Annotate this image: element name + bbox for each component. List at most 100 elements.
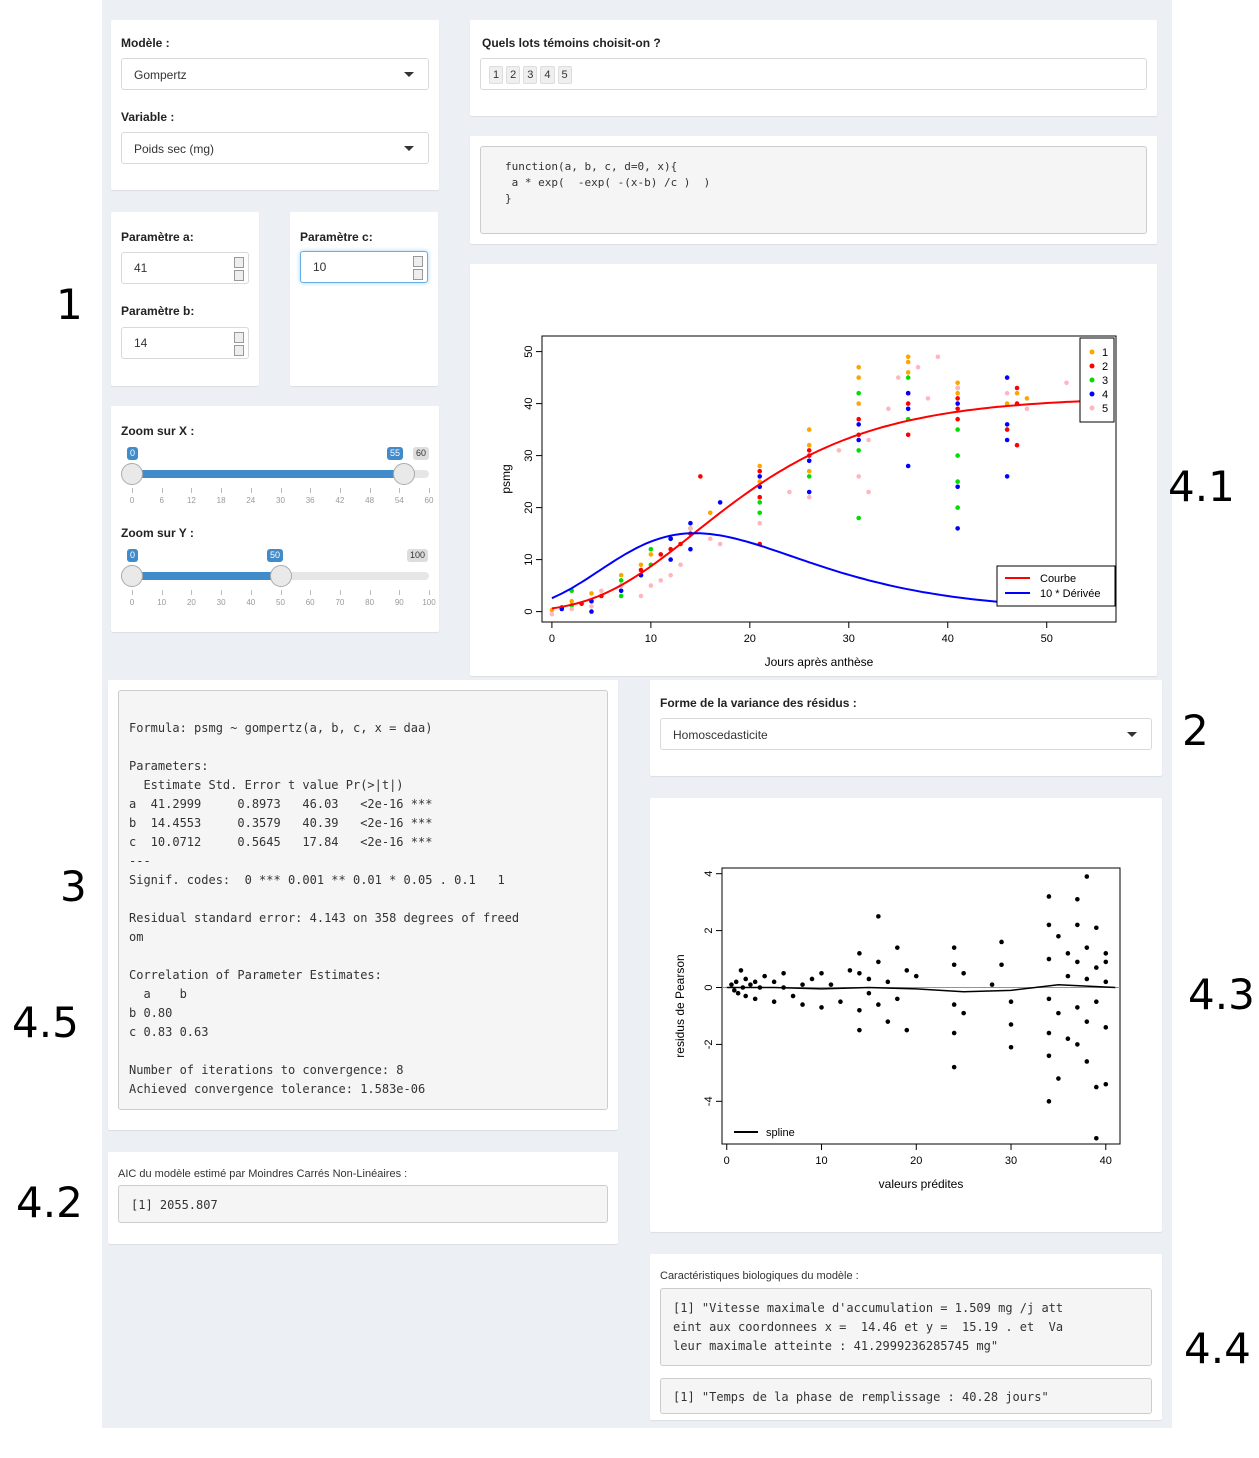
lot-tag[interactable]: 3 <box>523 66 538 84</box>
residual-point <box>857 1007 862 1013</box>
residual-point <box>1046 1053 1052 1059</box>
lot-tag[interactable]: 5 <box>557 66 572 84</box>
params-c-panel: Paramètre c: 10 <box>290 212 438 386</box>
data-point-lot-2 <box>658 552 664 557</box>
annotation-1: 1 <box>56 280 83 329</box>
zoom-x-max-handle[interactable] <box>393 463 416 485</box>
legend-label: spline <box>766 1127 795 1139</box>
residual-point <box>904 968 910 973</box>
data-point-lot-1 <box>638 562 644 568</box>
data-point-lot-5 <box>787 489 792 495</box>
data-point-lot-4 <box>806 489 812 495</box>
residual-point <box>1075 1005 1080 1010</box>
residual-point <box>752 996 758 1002</box>
data-point-lot-4 <box>1004 375 1010 380</box>
lot-tag[interactable]: 2 <box>506 66 521 84</box>
variance-panel: Forme de la variance des résidus : Homos… <box>650 680 1162 776</box>
residual-point <box>904 1027 910 1033</box>
summary-panel: Formula: psmg ~ gompertz(a, b, c, x = da… <box>108 680 618 1130</box>
data-point-lot-2 <box>1014 442 1020 448</box>
param-c-input[interactable]: 10 <box>300 251 428 283</box>
param-a-spinner[interactable] <box>234 257 244 281</box>
model-select[interactable]: Gompertz <box>121 58 429 90</box>
residual-point <box>847 968 853 973</box>
param-c-spinner[interactable] <box>413 256 423 280</box>
data-point-lot-5 <box>935 354 941 360</box>
residual-point <box>1008 999 1014 1005</box>
variance-select[interactable]: Homoscedasticite <box>660 718 1152 750</box>
slider-tick-label: 18 <box>216 496 226 505</box>
lot-tag[interactable]: 1 <box>489 66 504 84</box>
slider-tick <box>399 488 401 493</box>
slider-tick <box>250 590 252 595</box>
bio-label: Caractéristiques biologiques du modèle : <box>660 1270 859 1282</box>
x-tick-label: 30 <box>843 633 855 645</box>
residual-point <box>951 945 957 950</box>
slider-tick-label: 54 <box>394 496 404 505</box>
growth-plot-panel: 0 10 20 30 40 50 0 10 20 30 40 50 Jours après anthès… <box>470 264 1157 676</box>
model-summary-output: Formula: psmg ~ gompertz(a, b, c, x = da… <box>118 690 608 1110</box>
variable-select[interactable]: Poids sec (mg) <box>121 132 429 164</box>
zoom-x-to-bubble: 55 <box>387 447 404 460</box>
residual-point <box>895 945 900 950</box>
zoom-y-max-handle[interactable] <box>269 565 292 587</box>
lot-tag[interactable]: 4 <box>540 66 555 84</box>
data-point-lot-5 <box>925 396 931 401</box>
residual-point <box>735 990 741 996</box>
residual-chart: 0 10 20 30 40 -4 -2 0 2 4 valeurs prédites residus … <box>673 867 1121 1191</box>
data-point-lot-5 <box>886 406 891 412</box>
y-tick-label: -4 <box>703 1096 715 1106</box>
zoom-x-label: Zoom sur X : <box>121 424 195 438</box>
slider-tick-label: 30 <box>276 496 285 505</box>
data-point-lot-3 <box>806 474 812 479</box>
param-a-input[interactable]: 41 <box>121 252 249 284</box>
residual-point <box>743 993 748 999</box>
residual-point <box>1046 956 1052 962</box>
x-tick-label: 40 <box>1100 1155 1112 1167</box>
param-b-input[interactable]: 14 <box>121 327 249 359</box>
zoom-y-from-bubble: 0 <box>127 549 139 562</box>
data-point-lot-5 <box>688 526 693 531</box>
legend-marker <box>1089 405 1095 411</box>
data-point-lot-5 <box>648 583 654 588</box>
y-tick-label: 0 <box>703 984 715 990</box>
zoom-panel: Zoom sur X : 0 55 60 0 6 12 18 24 30 36 42 48 54 6… <box>111 406 439 632</box>
slider-tick <box>369 488 371 493</box>
residual-plot-panel: 0 10 20 30 40 -4 -2 0 2 4 valeurs prédites residus … <box>650 798 1162 1232</box>
derivative-curve <box>551 532 998 603</box>
residual-point <box>1046 1030 1052 1036</box>
data-point-lot-2 <box>757 494 763 500</box>
residual-point <box>1084 976 1090 982</box>
slider-tick <box>369 590 371 595</box>
residual-point <box>999 939 1004 945</box>
legend-marker <box>1089 349 1095 355</box>
annotation-2: 2 <box>1182 706 1209 755</box>
annotation-3: 3 <box>60 862 87 911</box>
residual-point <box>951 962 957 968</box>
zoom-x-min-handle[interactable] <box>121 463 143 485</box>
chevron-down-icon <box>404 72 414 77</box>
residual-point <box>951 1002 957 1007</box>
data-point-lot-1 <box>806 427 812 432</box>
data-point-lot-4 <box>856 437 861 443</box>
function-code: function(a, b, c, d=0, x){ a * exp( -exp… <box>480 146 1147 234</box>
param-b-spinner[interactable] <box>234 332 244 356</box>
residual-point <box>1008 1044 1014 1050</box>
annotation-4-2: 4.2 <box>16 1178 83 1227</box>
y-tick-label: 40 <box>523 397 535 409</box>
zoom-y-min-handle[interactable] <box>121 565 143 587</box>
zoom-y-ticks: 0 10 20 30 40 50 60 70 80 90 100 <box>130 590 436 610</box>
residual-point <box>1084 945 1090 950</box>
residual-point <box>1084 1019 1090 1024</box>
data-point-lot-3 <box>757 510 763 516</box>
data-point-lot-2 <box>955 406 960 412</box>
legend-label: 3 <box>1102 375 1108 387</box>
data-point-lot-4 <box>668 557 673 562</box>
variance-select-value: Homoscedasticite <box>673 728 768 742</box>
data-point-lot-2 <box>905 401 911 406</box>
data-point-lot-5 <box>895 375 901 380</box>
zoom-y-label: Zoom sur Y : <box>121 526 194 540</box>
data-point-lot-5 <box>1024 406 1030 412</box>
x-tick-label: 0 <box>724 1155 730 1167</box>
